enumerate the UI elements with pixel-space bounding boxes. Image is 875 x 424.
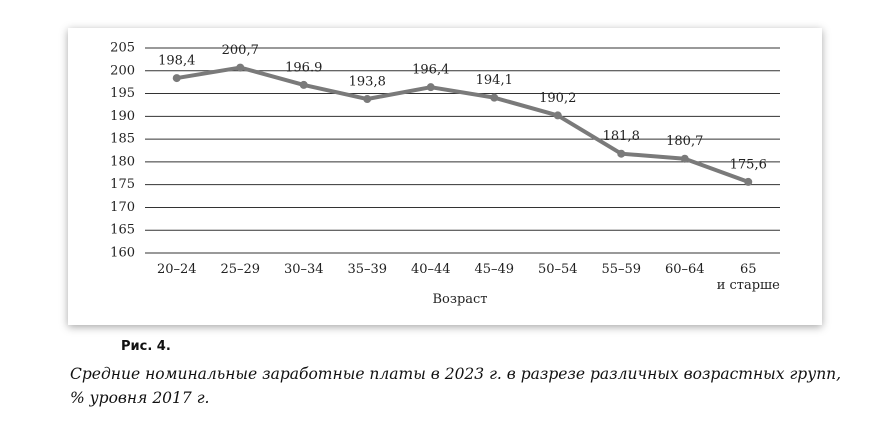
x-tick-label: 30–34 xyxy=(283,262,324,277)
y-tick-label: 175 xyxy=(110,177,135,192)
value-label: 181,8 xyxy=(603,129,640,144)
x-tick-label: 40–44 xyxy=(410,262,451,277)
y-tick-label: 185 xyxy=(110,132,135,147)
point xyxy=(236,63,245,72)
caption: Средние номинальные заработные платы в 2… xyxy=(70,365,842,407)
value-label: 180,7 xyxy=(666,134,703,149)
value-label: 190,2 xyxy=(539,91,576,106)
x-tick-label: 45–49 xyxy=(474,262,515,277)
point xyxy=(490,93,499,102)
y-tick-label: 205 xyxy=(110,41,135,56)
point xyxy=(744,177,753,186)
value-label: 196.9 xyxy=(285,60,322,75)
value-label: 193,8 xyxy=(349,75,386,90)
point xyxy=(363,95,372,104)
x-tick-label: 50–54 xyxy=(537,262,578,277)
y-tick-label: 180 xyxy=(110,154,135,169)
point xyxy=(426,83,435,92)
y-tick-label: 195 xyxy=(110,86,135,101)
x-axis-label: Возраст xyxy=(432,292,488,307)
x-tick-label: 65 и старше xyxy=(716,262,780,293)
x-tick-label: 25–29 xyxy=(220,262,261,277)
point xyxy=(299,80,308,89)
y-tick-label: 200 xyxy=(110,63,135,78)
y-tick-label: 190 xyxy=(110,109,135,124)
x-tick-label: 20–24 xyxy=(156,262,197,277)
x-tick-label: 60–64 xyxy=(664,262,705,277)
figure-label: Рис. 4. xyxy=(121,339,171,354)
line xyxy=(176,65,749,184)
point xyxy=(680,154,689,163)
point xyxy=(617,149,626,158)
value-label: 196,4 xyxy=(412,63,449,78)
value-label: 175,6 xyxy=(730,157,767,172)
y-tick-label: 170 xyxy=(110,200,135,215)
y-tick-label: 160 xyxy=(110,246,135,261)
y-tick-label: 165 xyxy=(110,223,135,238)
value-label: 198,4 xyxy=(158,54,195,69)
point xyxy=(553,111,562,120)
x-tick-label: 55–59 xyxy=(601,262,642,277)
value-label: 200,7 xyxy=(222,43,259,58)
value-label: 194,1 xyxy=(476,73,513,88)
x-tick-label: 35–39 xyxy=(347,262,388,277)
point xyxy=(172,74,181,83)
chart-card xyxy=(68,28,822,325)
